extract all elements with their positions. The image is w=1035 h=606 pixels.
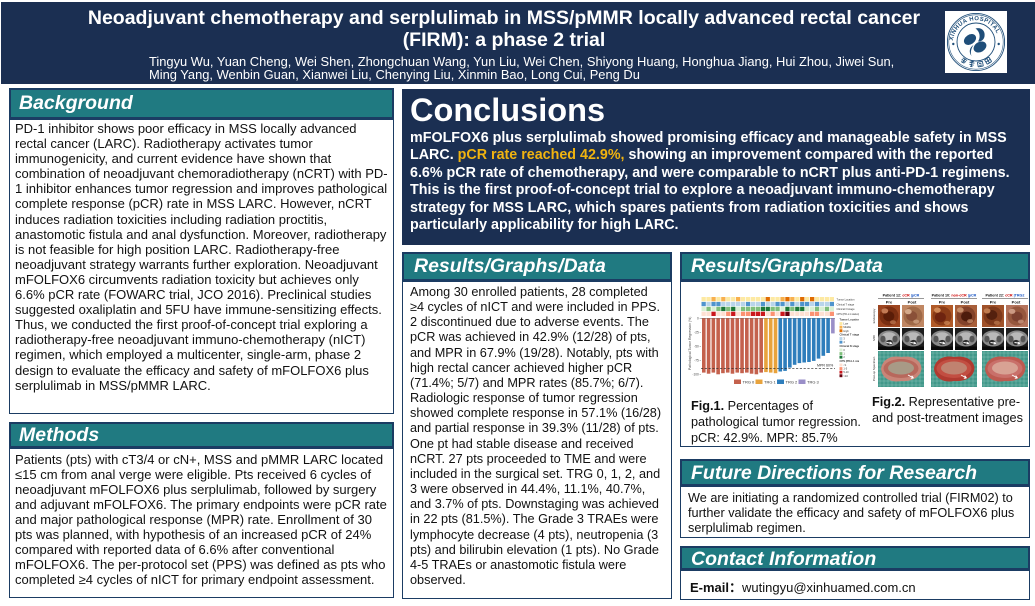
svg-text:CPS (PD-L1 status): CPS (PD-L1 status)	[837, 312, 860, 316]
svg-text:Patient 22: cCR |TRG2: Patient 22: cCR |TRG2	[986, 294, 1025, 298]
svg-text:Pre: Pre	[886, 299, 893, 304]
svg-text:Patient 12: cCR |pCR: Patient 12: cCR |pCR	[883, 294, 920, 298]
svg-text:Clinical T stage: Clinical T stage	[840, 333, 860, 337]
svg-text:Endoscopy: Endoscopy	[872, 308, 876, 323]
svg-text:1-5: 1-5	[843, 367, 847, 371]
svg-text:Tumor Location: Tumor Location	[837, 297, 855, 301]
svg-text:Post: Post	[961, 299, 970, 304]
svg-text:MRI: MRI	[872, 335, 876, 341]
svg-text:Middle: Middle	[843, 325, 851, 329]
svg-text:TRG 3: TRG 3	[807, 379, 820, 384]
svg-text:Post: Post	[908, 299, 917, 304]
svg-text:Pathological Tumor Regression: Pathological Tumor Regression (%)	[688, 317, 692, 370]
svg-text:Clinical N stage: Clinical N stage	[837, 307, 856, 311]
svg-text:5-10: 5-10	[843, 370, 849, 374]
svg-text:2: 2	[843, 355, 845, 359]
svg-text:1: 1	[843, 352, 845, 356]
svg-text:Tumor Location: Tumor Location	[840, 318, 860, 322]
svg-text:Pre: Pre	[939, 299, 946, 304]
svg-text:-75: -75	[694, 359, 699, 363]
svg-text:0: 0	[843, 348, 845, 352]
svg-text:-25: -25	[694, 331, 699, 335]
svg-text:High: High	[843, 329, 849, 333]
svg-text:TRG 2: TRG 2	[786, 379, 799, 384]
svg-text:TRG 0: TRG 0	[743, 379, 756, 384]
svg-text:Post: Post	[1012, 299, 1021, 304]
svg-text:TRG 1: TRG 1	[764, 379, 777, 384]
svg-text:Pre: Pre	[990, 299, 997, 304]
svg-text:>10: >10	[843, 374, 848, 378]
svg-text:Patient 10: non-cCR |pCR: Patient 10: non-cCR |pCR	[932, 294, 977, 298]
svg-text:CPS (PD-L1 stat: CPS (PD-L1 stat	[840, 359, 860, 363]
svg-text:MPR 60%: MPR 60%	[817, 364, 834, 368]
svg-text:4: 4	[843, 340, 845, 344]
svg-text:Low: Low	[843, 322, 848, 326]
svg-text:Post-op Specimen: Post-op Specimen	[872, 356, 876, 381]
svg-text:-50: -50	[694, 345, 699, 349]
svg-text:3: 3	[843, 337, 845, 341]
svg-text:Clinical T stage: Clinical T stage	[837, 302, 855, 306]
svg-text:0: 0	[697, 317, 699, 321]
svg-text:-100: -100	[692, 373, 699, 377]
svg-text:Clinical N stage: Clinical N stage	[840, 344, 860, 348]
svg-text:<1: <1	[843, 363, 847, 367]
